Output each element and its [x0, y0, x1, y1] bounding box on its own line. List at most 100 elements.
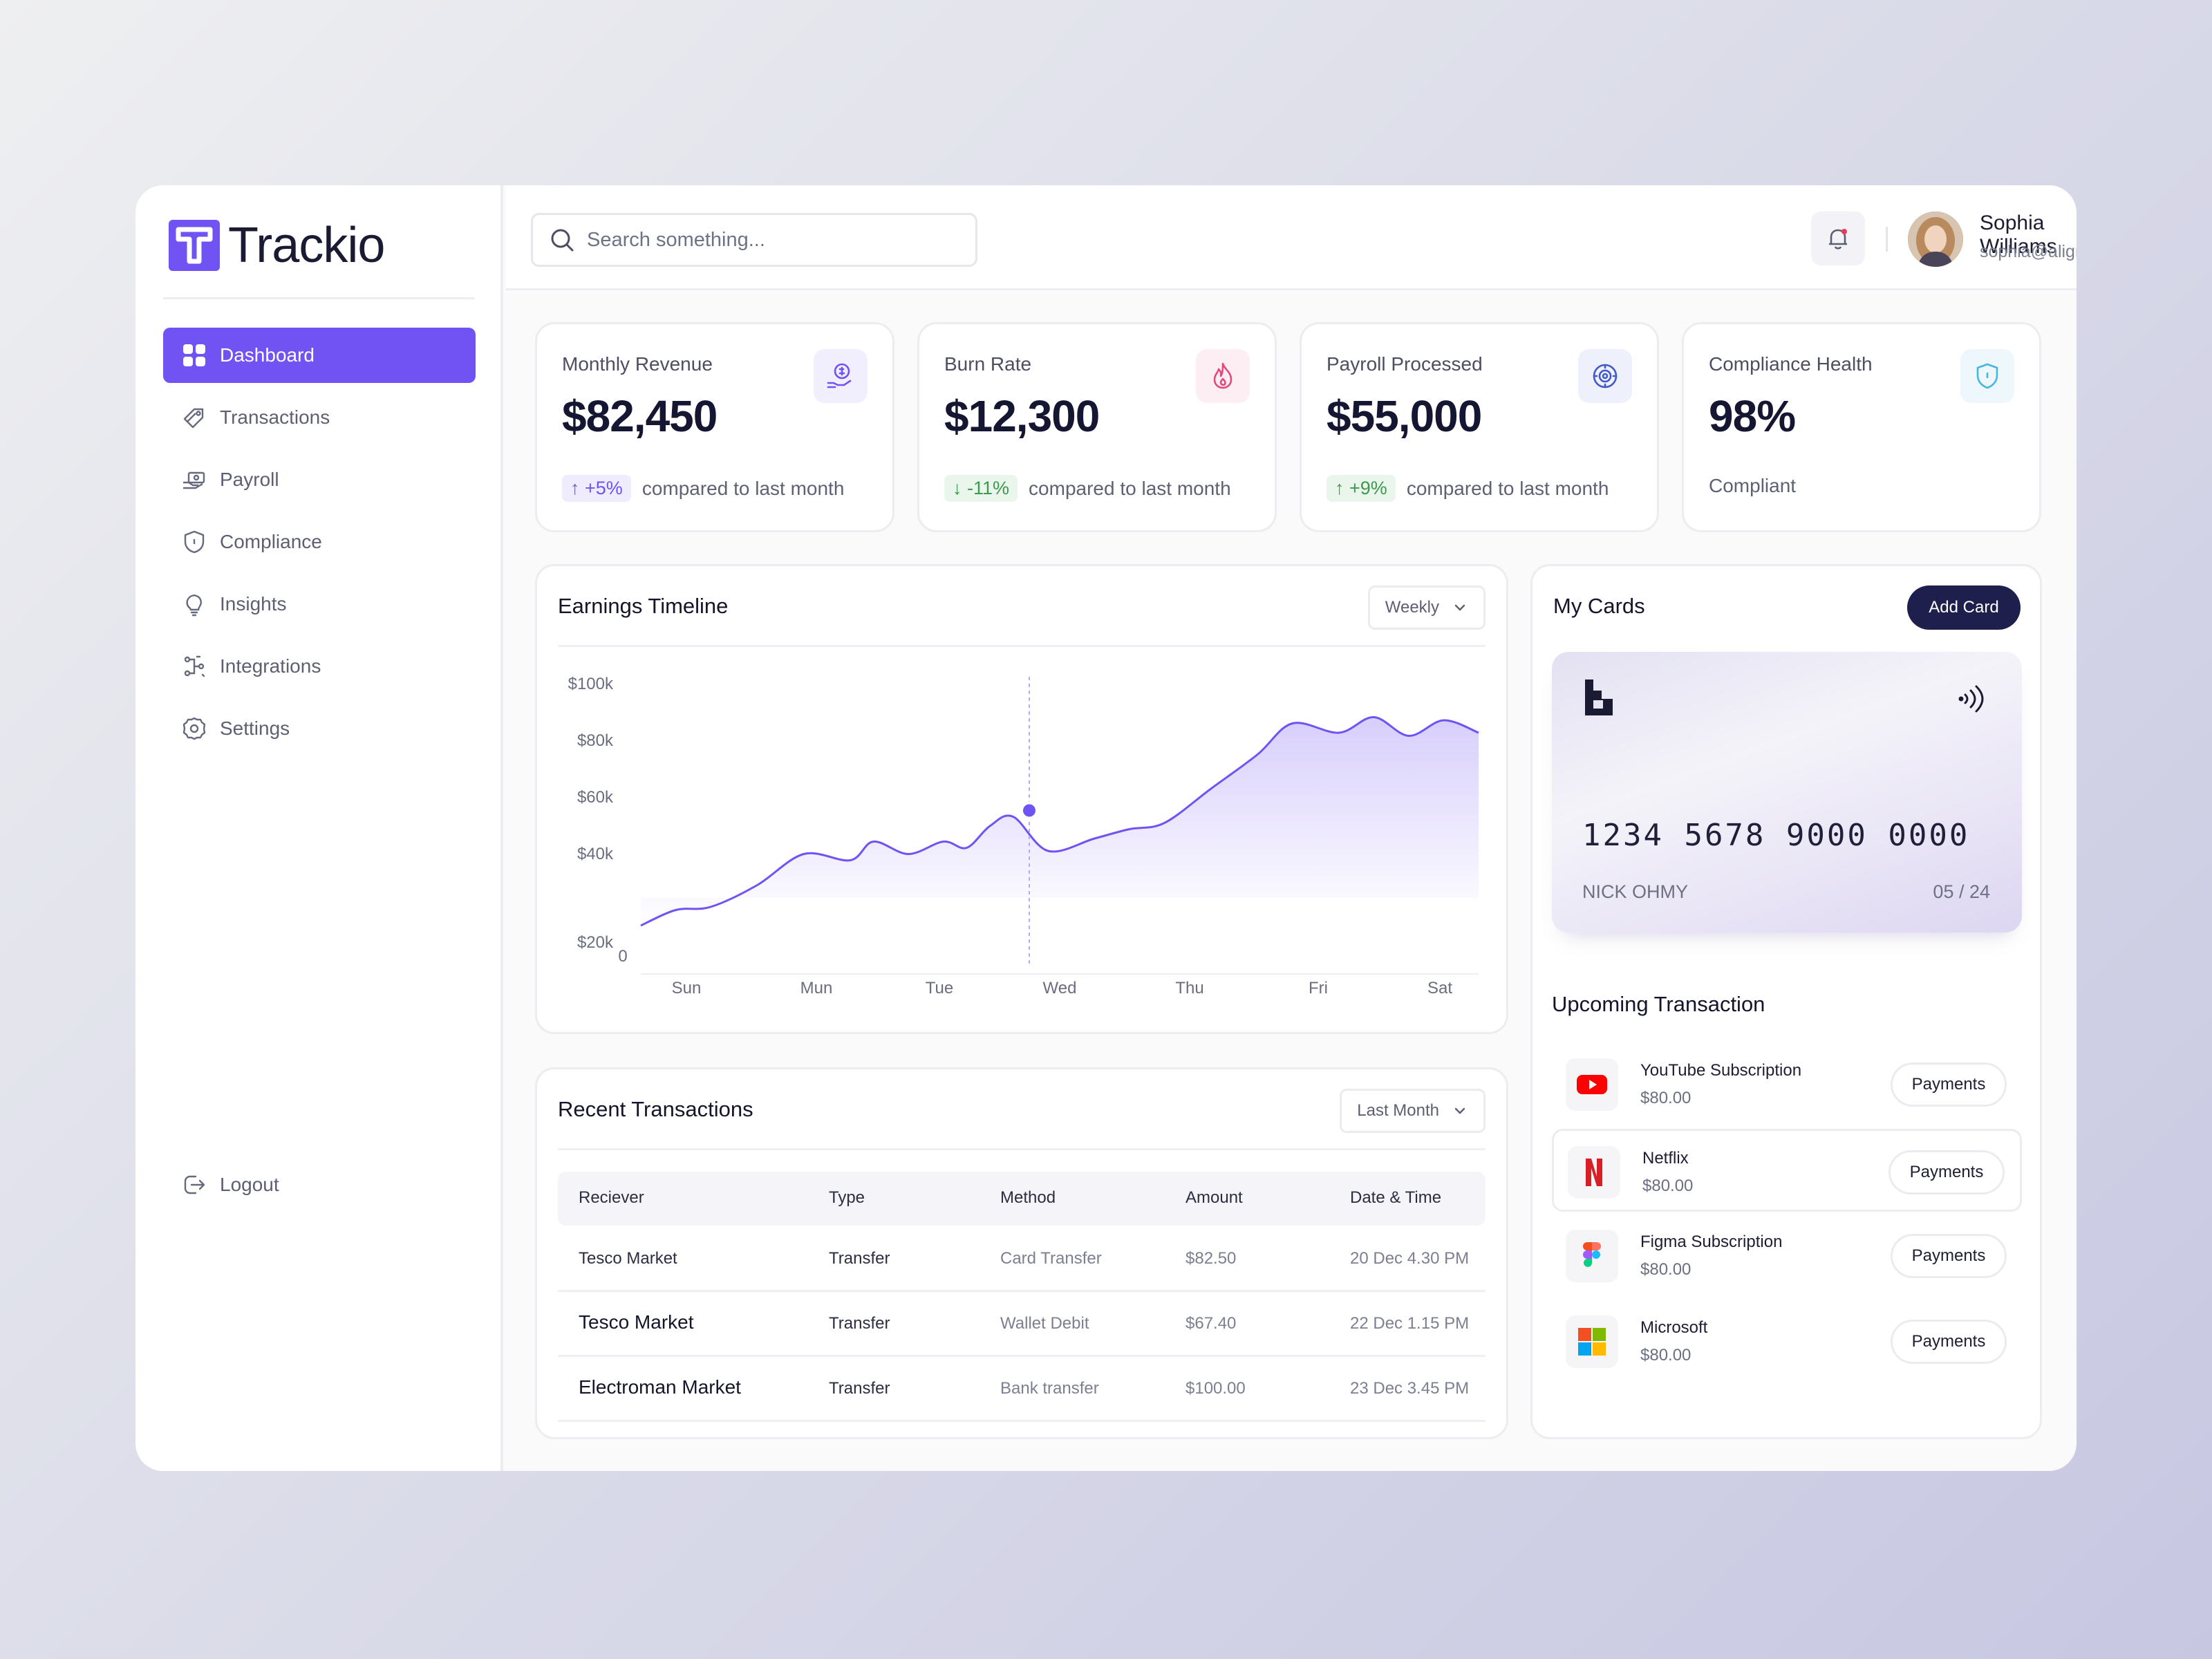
upcoming-item-microsoft: Microsoft $80.00 Payments [1552, 1300, 2022, 1383]
sidebar-item-settings[interactable]: Settings [163, 701, 476, 756]
payments-button[interactable]: Payments [1891, 1062, 2007, 1107]
stat-footnote: Compliant [1709, 475, 1797, 496]
stat-value: $82,450 [562, 391, 718, 441]
stat-footer: Compliant [1709, 475, 1796, 497]
sidebar-item-label: Integrations [220, 655, 321, 677]
table-row[interactable]: Tesco Market Transfer Card Transfer $82.… [558, 1227, 1485, 1292]
chevron-down-icon [1454, 1107, 1465, 1114]
x-tick-label: Wed [1043, 979, 1077, 997]
stat-title: Compliance Health [1709, 353, 1873, 375]
column-header[interactable]: Amount [1185, 1188, 1243, 1207]
cog-cycle-icon [1578, 349, 1632, 403]
stat-footer: ↑ +5% compared to last month [562, 475, 844, 502]
cell-type: Transfer [829, 1314, 890, 1333]
period-dropdown[interactable]: Weekly [1367, 585, 1485, 630]
card-brand-icon [1585, 679, 1613, 715]
table-row[interactable]: Electroman Market Transfer Bank transfer… [558, 1357, 1485, 1422]
notifications-button[interactable] [1811, 212, 1865, 265]
panel-title: Recent Transactions [558, 1097, 753, 1121]
upcoming-name: YouTube Subscription [1640, 1061, 1802, 1080]
sidebar-item-dashboard[interactable]: Dashboard [163, 328, 476, 383]
bell-icon [1829, 229, 1847, 250]
upcoming-amount: $80.00 [1640, 1260, 1691, 1279]
upcoming-amount: $80.00 [1640, 1346, 1691, 1365]
stat-footnote: compared to last month [641, 477, 845, 499]
stat-footnote: compared to last month [1029, 477, 1231, 499]
upcoming-item-figma: Figma Subscription $80.00 Payments [1552, 1215, 2022, 1297]
recent-transactions-panel: Recent Transactions Last Month Reciever … [535, 1067, 1508, 1439]
chart-highlight-point[interactable] [1020, 801, 1038, 820]
cell-type: Transfer [829, 1249, 890, 1268]
y-tick-label: $100k [568, 675, 614, 693]
search-bar[interactable] [531, 213, 977, 267]
stat-footnote: compared to last month [1406, 477, 1609, 499]
sidebar-item-payroll[interactable]: Payroll [163, 452, 476, 507]
brand-logo[interactable]: Trackio [169, 217, 385, 274]
y-tick-label: $40k [577, 845, 614, 863]
table-row[interactable]: Tesco Market Transfer Wallet Debit $67.4… [558, 1292, 1485, 1357]
credit-card[interactable]: 1234 5678 9000 0000 NICK OHMY 05 / 24 [1552, 652, 2022, 932]
cell-receiver: Tesco Market [579, 1311, 694, 1333]
panel-title: My Cards [1553, 594, 1645, 618]
top-header: Sophia Williams sophia@alignui.com [506, 185, 2077, 290]
brand-name: Trackio [228, 218, 385, 273]
cell-type: Transfer [829, 1379, 890, 1398]
x-tick-label: Mun [800, 979, 833, 997]
contactless-icon [1958, 685, 1984, 713]
cell-amount: $67.40 [1185, 1314, 1237, 1333]
sidebar: Trackio Dashboard Transactions Payroll [135, 185, 503, 1471]
cell-date: 20 Dec 4.30 PM [1350, 1249, 1470, 1268]
y-tick-label: 0 [618, 947, 627, 966]
panel-divider [558, 645, 1485, 647]
sidebar-item-label: Compliance [220, 531, 322, 552]
upcoming-item-youtube: YouTube Subscription $80.00 Payments [1552, 1043, 2022, 1126]
card-number: 1234 5678 9000 0000 [1582, 818, 1970, 853]
sidebar-divider [163, 297, 474, 299]
stat-title: Payroll Processed [1327, 353, 1483, 375]
logout-label: Logout [220, 1174, 279, 1195]
period-dropdown[interactable]: Last Month [1340, 1089, 1485, 1133]
earnings-timeline-panel: Earnings Timeline Weekly $100k $80k $60k $4… [535, 564, 1508, 1034]
trackio-logo-icon [169, 220, 220, 271]
cash-icon [181, 467, 207, 493]
stat-card-payroll-processed: Payroll Processed $55,000 ↑ +9% compared… [1300, 322, 1659, 532]
sidebar-item-label: Dashboard [220, 344, 315, 366]
chart-area-fill [641, 717, 1479, 926]
delta-badge: ↓ -11% [944, 475, 1018, 502]
column-header[interactable]: Type [829, 1188, 865, 1207]
x-tick-label: Tue [926, 979, 953, 997]
sidebar-nav: Dashboard Transactions Payroll Complianc… [163, 328, 476, 763]
card-holder-name: NICK OHMY [1582, 881, 1689, 902]
sidebar-item-integrations[interactable]: Integrations [163, 639, 476, 694]
column-header[interactable]: Date & Time [1350, 1188, 1442, 1207]
column-header[interactable]: Method [1000, 1188, 1056, 1207]
panel-title: Earnings Timeline [558, 594, 729, 618]
logout-button[interactable]: Logout [163, 1157, 476, 1212]
y-tick-label: $80k [577, 731, 614, 750]
cell-date: 22 Dec 1.15 PM [1350, 1314, 1470, 1333]
sidebar-item-compliance[interactable]: Compliance [163, 514, 476, 570]
search-input[interactable] [587, 228, 946, 252]
youtube-icon [1566, 1058, 1618, 1111]
payments-button[interactable]: Payments [1891, 1234, 2007, 1278]
dropdown-value: Last Month [1357, 1101, 1439, 1120]
grid-icon [181, 342, 207, 368]
search-icon [551, 229, 574, 252]
logout-icon [181, 1172, 207, 1198]
stat-value: 98% [1709, 391, 1796, 441]
cell-receiver: Electroman Market [579, 1376, 741, 1398]
sidebar-item-insights[interactable]: Insights [163, 577, 476, 632]
payments-button[interactable]: Payments [1891, 1320, 2007, 1364]
sidebar-item-label: Transactions [220, 406, 330, 428]
stat-footer: ↑ +9% compared to last month [1327, 475, 1609, 502]
cell-amount: $100.00 [1185, 1379, 1246, 1398]
column-header[interactable]: Reciever [579, 1188, 644, 1207]
sidebar-item-label: Settings [220, 718, 290, 739]
avatar[interactable] [1908, 212, 1963, 267]
payments-button[interactable]: Payments [1888, 1150, 2005, 1194]
sidebar-item-transactions[interactable]: Transactions [163, 390, 476, 445]
lightbulb-icon [181, 591, 207, 617]
app-window: Trackio Dashboard Transactions Payroll [135, 185, 2077, 1471]
add-card-button[interactable]: Add Card [1907, 585, 2021, 630]
